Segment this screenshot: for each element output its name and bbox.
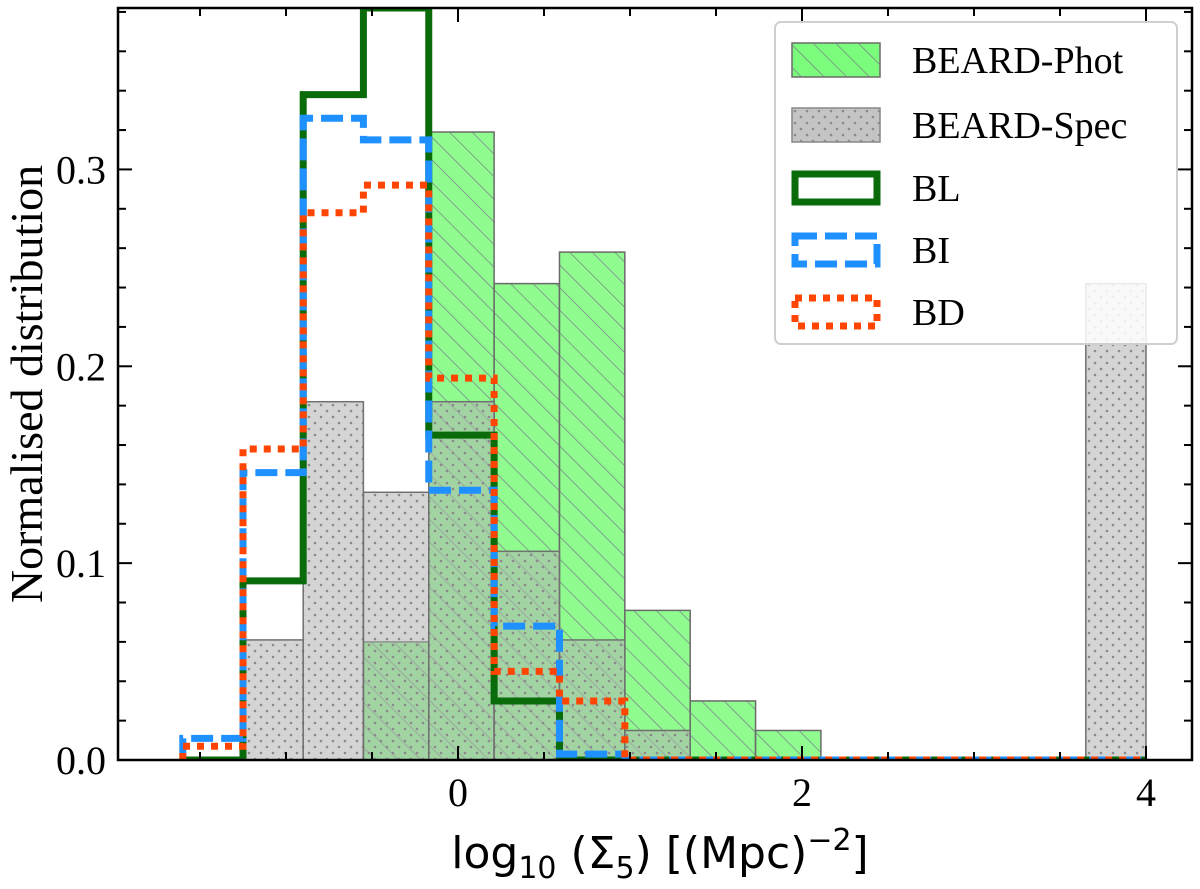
x-label-base: log <box>451 828 518 879</box>
bar-pattern-beard-spec-0 <box>242 639 304 760</box>
legend-swatch-bi <box>791 232 881 268</box>
bar-pattern-beard-spec-4 <box>493 550 561 760</box>
x-label-sub2: 5 <box>615 851 634 886</box>
step-line-bi <box>179 114 1146 760</box>
x-label-end: ] <box>852 828 869 879</box>
bar-pattern-beard-spec-8 <box>1085 282 1147 760</box>
x-tick-label: 2 <box>792 770 812 815</box>
x-label-sub1: 10 <box>518 851 556 886</box>
y-tick-label: 0.0 <box>56 738 106 783</box>
legend: BEARD-Phot BEARD-Spec BL BI BD <box>774 21 1178 345</box>
step-line-bd <box>179 181 1146 760</box>
axes-frame <box>116 6 1194 762</box>
x-axis-label: log10 (Σ5) [(Mpc)−2] <box>451 823 868 886</box>
x-tick-label: 0 <box>448 770 468 815</box>
x-label-tail: ) [(Mpc) <box>635 828 808 879</box>
series-beard-spec <box>242 282 1147 760</box>
legend-label-bi: BI <box>912 230 950 272</box>
legend-label-beard-spec: BEARD-Spec <box>912 105 1127 147</box>
x-label-sup: −2 <box>807 823 851 858</box>
legend-label-beard-phot: BEARD-Phot <box>912 40 1124 82</box>
bar-pattern-beard-phot-6 <box>754 729 822 760</box>
y-axis-label: Normalised distribution <box>1 165 52 603</box>
x-tick-label: 4 <box>1136 770 1156 815</box>
legend-swatch-bl <box>791 170 881 206</box>
x-label-mid: (Σ <box>557 828 616 879</box>
plot-area <box>179 8 1147 760</box>
bar-pattern-beard-phot-5 <box>689 700 757 760</box>
legend-label-bl: BL <box>912 168 961 210</box>
y-tick-label: 0.3 <box>56 147 106 192</box>
bar-pattern-beard-spec-2 <box>362 491 430 760</box>
bar-pattern-beard-spec-1 <box>302 400 365 760</box>
y-tick-label: 0.1 <box>56 541 106 586</box>
bar-pattern-beard-spec-3 <box>428 400 495 760</box>
y-tick-label: 0.2 <box>56 344 106 389</box>
bar-pattern-beard-spec-6 <box>624 729 691 760</box>
legend-swatch-phot-hatch <box>792 43 880 77</box>
legend-swatch-spec-dots <box>792 108 880 142</box>
axes <box>116 6 1194 762</box>
legend-label-bd: BD <box>912 292 965 334</box>
